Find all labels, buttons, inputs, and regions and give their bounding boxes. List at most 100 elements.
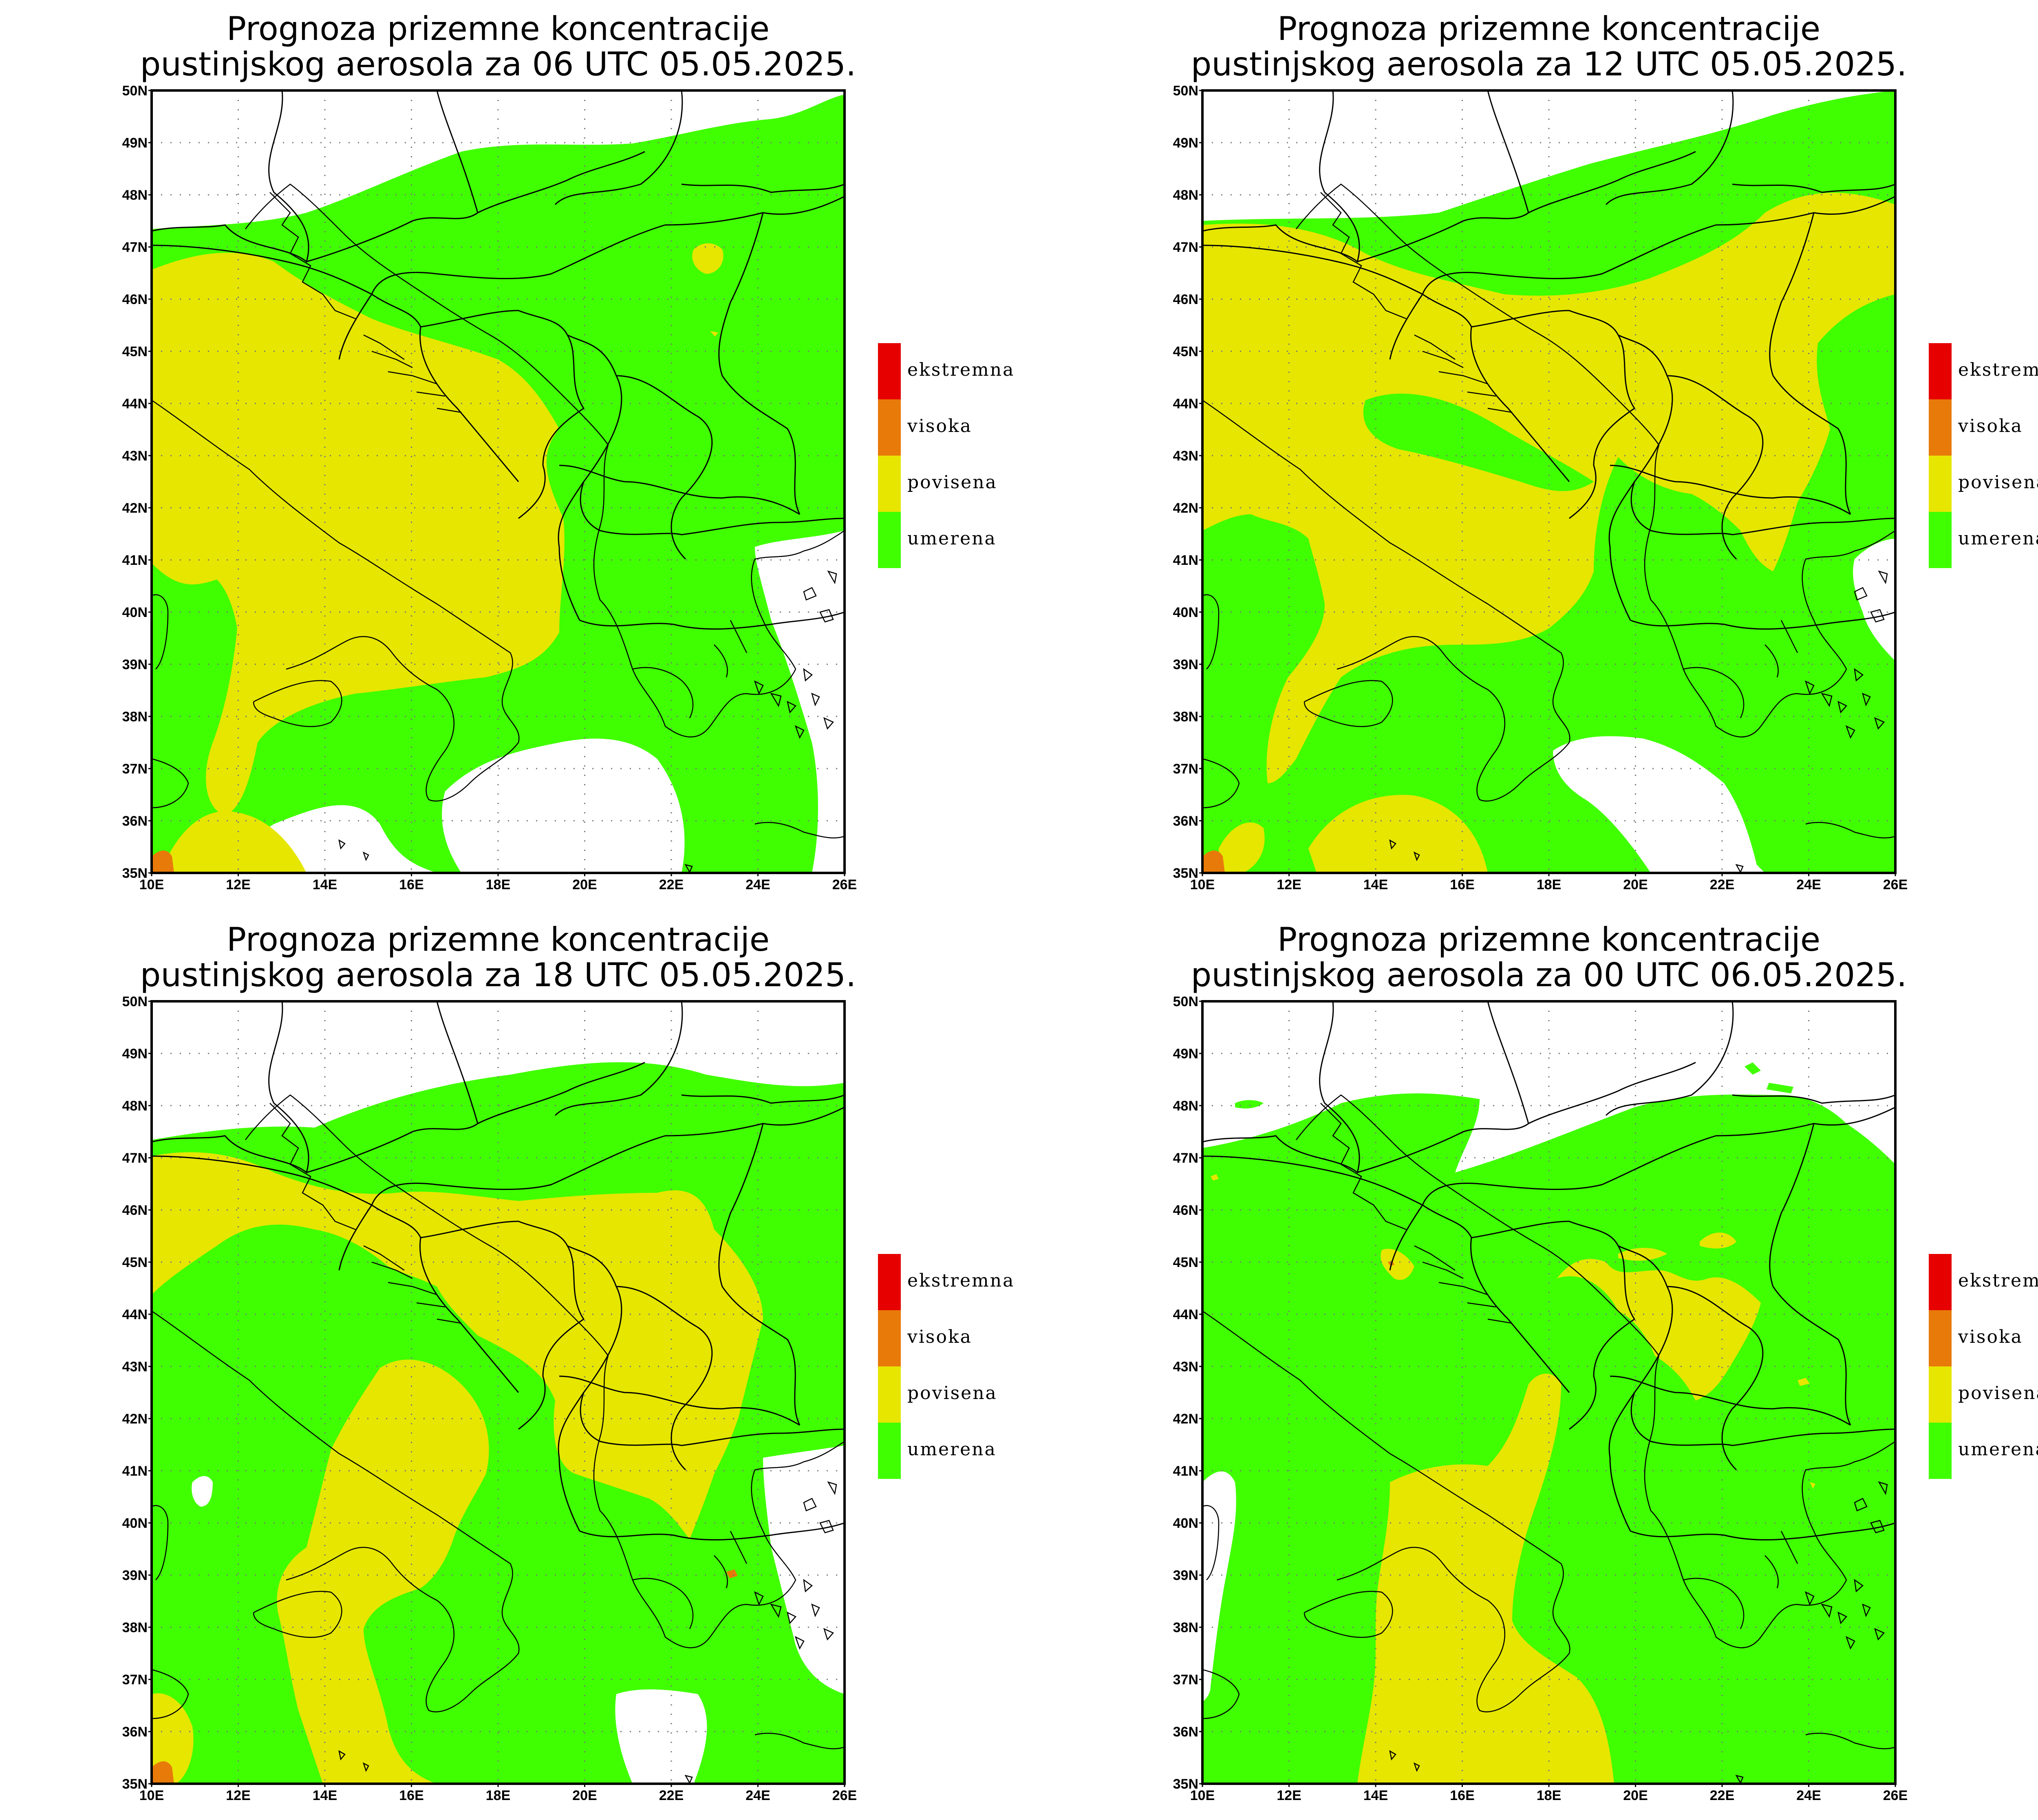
lon-tick-label: 16E: [399, 1788, 424, 1803]
none-region: [615, 1689, 707, 1784]
panel-axis-labels: 50N 49N 48N 47N 46N 45N 44N 43N 42N 41N 40N 39N 38N 3…: [122, 83, 857, 892]
povisena-region: [168, 811, 307, 873]
concentration-legend: ekstremna visoka povisena umerena: [1929, 343, 2038, 568]
legend-swatch-umerena: [1929, 1423, 1952, 1479]
none-region: [763, 1445, 845, 1694]
visoka-region: [152, 1761, 174, 1784]
lat-tick-label: 42N: [122, 500, 148, 516]
panel-axis-labels: 50N 49N 48N 47N 46N 45N 44N 43N 42N 41N 40N 39N 38N 3…: [1173, 83, 1908, 892]
lon-tick-label: 26E: [832, 1788, 857, 1803]
legend-label-povisena: povisena: [907, 472, 997, 493]
legend-label-povisena: povisena: [1958, 1383, 2038, 1404]
lat-tick-label: 47N: [1173, 1150, 1198, 1166]
lon-tick-label: 16E: [1450, 1788, 1475, 1803]
legend-swatch-ekstremna: [1929, 343, 1952, 399]
lat-tick-label: 38N: [122, 709, 148, 725]
panel-title-line1: Prognoza prizemne koncentracije: [1277, 921, 1820, 958]
lon-tick-label: 16E: [399, 877, 424, 892]
povisena-region: [1219, 822, 1265, 873]
lat-tick-label: 43N: [122, 448, 148, 464]
lon-tick-label: 24E: [1796, 1788, 1821, 1803]
visoka-region: [726, 1569, 738, 1578]
legend-label-ekstremna: ekstremna: [1958, 1270, 2038, 1291]
panel-title-line2: pustinjskog aerosola za 06 UTC 05.05.202…: [140, 45, 856, 83]
legend-label-povisena: povisena: [1958, 472, 2038, 493]
lat-tick-label: 40N: [122, 605, 148, 620]
lon-tick-label: 12E: [226, 877, 251, 892]
legend-label-umerena: umerena: [1958, 1439, 2038, 1460]
lat-tick-label: 49N: [122, 135, 148, 151]
lon-tick-label: 20E: [1623, 1788, 1648, 1803]
lat-tick-label: 35N: [1173, 1776, 1198, 1792]
povisena-region: [152, 1152, 763, 1539]
lat-tick-label: 46N: [122, 292, 148, 307]
lat-tick-label: 41N: [122, 1463, 148, 1479]
lat-tick-label: 36N: [1173, 1724, 1198, 1740]
legend-swatch-visoka: [1929, 1310, 1952, 1366]
panel-title-line2: pustinjskog aerosola za 00 UTC 06.05.202…: [1191, 956, 1907, 994]
lat-tick-label: 35N: [122, 866, 148, 881]
legend-label-povisena: povisena: [907, 1383, 997, 1404]
lat-tick-label: 44N: [122, 1307, 148, 1322]
lat-tick-label: 37N: [122, 761, 148, 777]
umerena-region: [1745, 1062, 1793, 1093]
lon-tick-label: 18E: [1537, 877, 1562, 892]
legend-swatch-ekstremna: [878, 343, 901, 399]
visoka-region: [1202, 851, 1225, 873]
lat-tick-label: 36N: [122, 813, 148, 829]
lon-tick-label: 22E: [1710, 877, 1735, 892]
panel-00utc: Prognoza prizemne koncentracije pustinjs…: [1191, 921, 1907, 1785]
none-region: [1553, 736, 1765, 873]
lat-tick-label: 39N: [122, 657, 148, 672]
lat-tick-label: 45N: [122, 344, 148, 359]
lat-tick-label: 45N: [1173, 1255, 1198, 1270]
lon-tick-label: 18E: [486, 877, 511, 892]
panel-title-line2: pustinjskog aerosola za 12 UTC 05.05.202…: [1191, 45, 1907, 83]
lat-tick-label: 43N: [1173, 448, 1198, 464]
legend-label-visoka: visoka: [1958, 1326, 2023, 1347]
lat-tick-label: 46N: [1173, 292, 1198, 307]
legend-label-visoka: visoka: [1958, 416, 2023, 436]
lat-tick-label: 48N: [1173, 187, 1198, 203]
lat-tick-label: 48N: [122, 187, 148, 203]
lat-tick-label: 39N: [1173, 1568, 1198, 1583]
lat-tick-label: 47N: [1173, 240, 1198, 255]
legend-swatch-visoka: [1929, 399, 1952, 456]
map-area: [1201, 1000, 1897, 1785]
lon-tick-label: 20E: [572, 877, 597, 892]
legend-swatch-umerena: [878, 1423, 901, 1479]
lat-tick-label: 45N: [1173, 344, 1198, 359]
panel-title-line1: Prognoza prizemne koncentracije: [1277, 10, 1820, 48]
lon-tick-label: 18E: [486, 1788, 511, 1803]
concentration-legend: ekstremna visoka povisena umerena: [878, 343, 1013, 568]
legend-swatch-visoka: [878, 1310, 901, 1366]
lat-tick-label: 35N: [122, 1776, 148, 1792]
legend-swatch-umerena: [878, 512, 901, 568]
map-area: [150, 89, 846, 874]
panel-title-line1: Prognoza prizemne koncentracije: [227, 10, 770, 48]
lon-tick-label: 12E: [1277, 877, 1301, 892]
lon-tick-label: 14E: [1363, 877, 1388, 892]
lon-tick-label: 16E: [1450, 877, 1475, 892]
lon-tick-label: 26E: [1883, 1788, 1908, 1803]
lon-tick-label: 10E: [1190, 1788, 1215, 1803]
lat-tick-label: 49N: [1173, 1046, 1198, 1062]
legend-swatch-povisena: [1929, 456, 1952, 512]
povisena-region: [277, 1359, 489, 1784]
lat-tick-label: 42N: [1173, 1411, 1198, 1427]
lat-tick-label: 47N: [122, 1150, 148, 1166]
lat-tick-label: 44N: [1173, 1307, 1198, 1322]
lat-tick-label: 43N: [1173, 1359, 1198, 1375]
lon-tick-label: 14E: [313, 877, 337, 892]
lat-tick-label: 40N: [122, 1516, 148, 1531]
povisena-region: [1357, 1373, 1614, 1784]
lat-tick-label: 49N: [1173, 135, 1198, 151]
lat-tick-label: 44N: [122, 396, 148, 412]
legend-swatch-ekstremna: [1929, 1254, 1952, 1310]
lon-tick-label: 22E: [1710, 1788, 1735, 1803]
lat-tick-label: 43N: [122, 1359, 148, 1375]
povisena-region: [1308, 795, 1488, 873]
lat-tick-label: 39N: [1173, 657, 1198, 672]
legend-swatch-povisena: [878, 1366, 901, 1423]
panel-axis-labels: 50N 49N 48N 47N 46N 45N 44N 43N 42N 41N 40N 39N 38N 3…: [122, 994, 857, 1803]
